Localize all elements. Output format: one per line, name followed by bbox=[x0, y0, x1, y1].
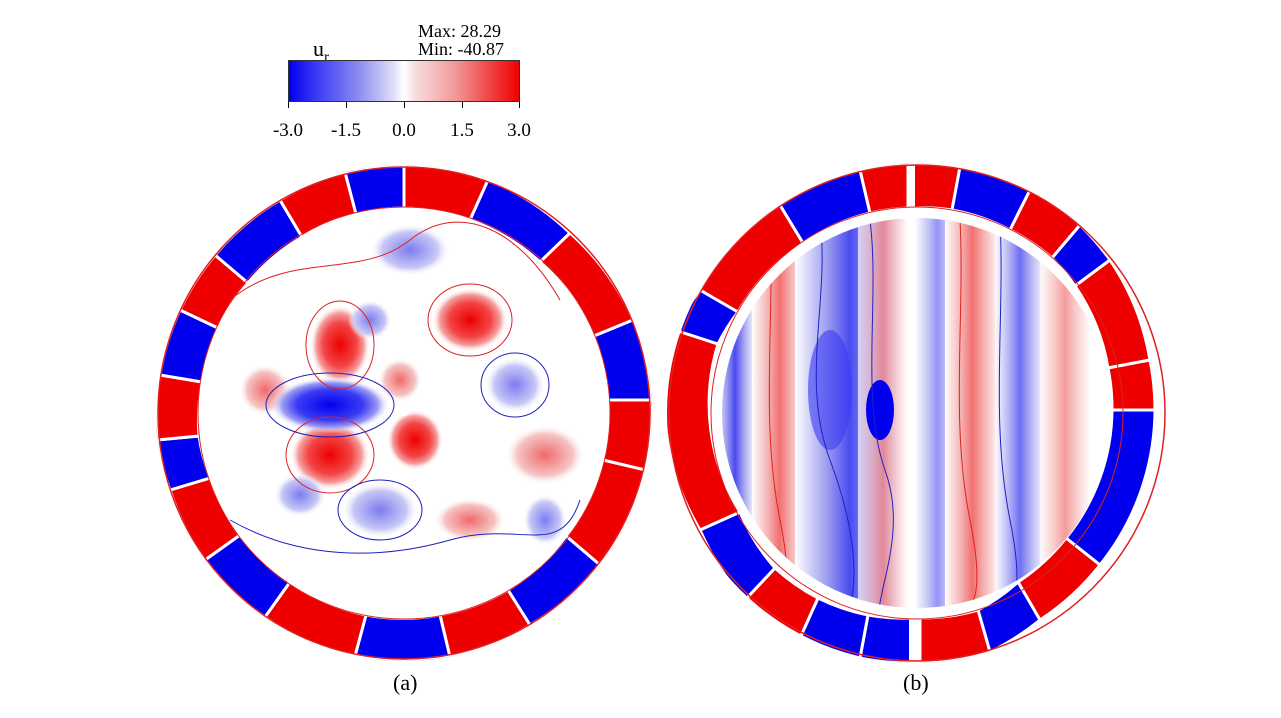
contour-panel-b bbox=[667, 163, 1167, 663]
colorbar-tick-label: 0.0 bbox=[392, 120, 416, 141]
min-label: Min: -40.87 bbox=[418, 39, 505, 59]
variable-subscript: r bbox=[324, 49, 329, 66]
colorbar-tick-label: -3.0 bbox=[272, 120, 304, 141]
colorbar-tick-label: 3.0 bbox=[507, 120, 531, 141]
colorbar-tickmark bbox=[519, 102, 520, 108]
colorbar-tick-label: -1.5 bbox=[330, 120, 362, 141]
colorbar-tickmark bbox=[288, 102, 289, 108]
colorbar-tickmark bbox=[404, 102, 405, 108]
contour-panel-a bbox=[156, 165, 652, 661]
colorbar-tickmark bbox=[346, 102, 347, 108]
colorbar-tickmark bbox=[462, 102, 463, 108]
colorbar-tick-label: 1.5 bbox=[450, 120, 474, 141]
panel-label-b: (b) bbox=[903, 670, 929, 695]
max-label: Max: 28.29 bbox=[418, 21, 501, 41]
panel-label-a: (a) bbox=[393, 670, 418, 695]
variable-label: ur bbox=[313, 38, 329, 65]
variable-main: u bbox=[313, 36, 324, 61]
colorbar bbox=[288, 60, 520, 102]
